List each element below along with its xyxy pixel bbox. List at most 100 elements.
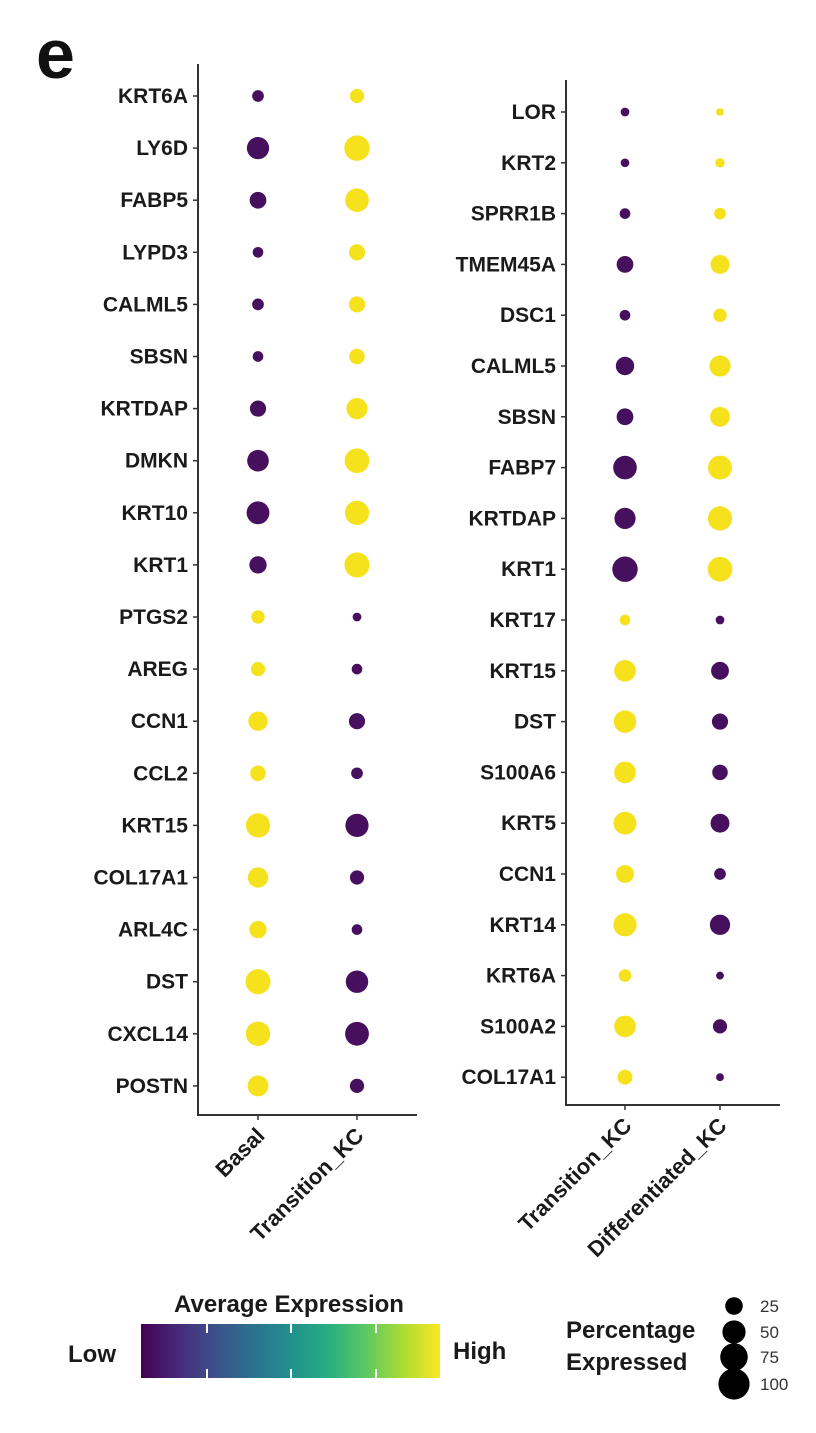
dot-CALML5-Transition_KC: [348, 296, 366, 313]
gene-label: DST: [146, 971, 188, 994]
dot-KRT1-Transition_KC: [612, 556, 638, 582]
dot-CALML5-Transition_KC: [615, 356, 635, 376]
gene-label: S100A6: [480, 761, 556, 784]
dot-TMEM45A-Transition_KC: [616, 256, 634, 273]
axis-lines: [197, 64, 417, 1116]
dot-COL17A1-Differentiated_KC: [716, 1073, 724, 1082]
gene-label: KRT1: [133, 554, 188, 577]
dot-SBSN-Basal: [252, 351, 264, 362]
dot-KRT1-Basal: [249, 556, 267, 574]
dot-CCN1-Transition_KC: [616, 865, 634, 883]
gene-label: LY6D: [136, 137, 188, 160]
dot-KRT2-Differentiated_KC: [715, 158, 725, 168]
dotplot-panel-2: LOR KRT2 SPRR1B TMEM45A DSC1 CALML5 SBSN FABP7 K…: [456, 80, 780, 1262]
gene-label: FABP7: [488, 457, 556, 480]
dot-LOR-Differentiated_KC: [716, 108, 724, 116]
gene-label: KRT6A: [486, 965, 556, 988]
dot-KRT14-Differentiated_KC: [709, 914, 731, 935]
gene-label: KRTDAP: [469, 507, 557, 530]
gene-label: S100A2: [480, 1015, 556, 1038]
dot-S100A2-Transition_KC: [614, 1015, 636, 1038]
size-legend-title-line1: Percentage: [566, 1317, 695, 1344]
dot-DST-Differentiated_KC: [711, 713, 729, 730]
dot-PTGS2-Basal: [251, 610, 265, 624]
gene-label: SBSN: [130, 346, 188, 369]
dot-CCL2-Basal: [250, 765, 266, 782]
dot-AREG-Basal: [250, 662, 266, 677]
dot-KRT10-Basal: [246, 501, 270, 525]
size-legend-keys: 25 50 75 100: [718, 1297, 788, 1400]
dot-DMKN-Transition_KC: [344, 448, 370, 474]
dot-SPRR1B-Differentiated_KC: [714, 207, 726, 220]
gene-label: KRT6A: [118, 85, 188, 108]
gene-label: PTGS2: [119, 606, 188, 629]
dot-COL17A1-Basal: [247, 867, 269, 888]
dot-FABP5-Transition_KC: [345, 188, 369, 213]
gene-label: CALML5: [103, 293, 188, 316]
gene-label: AREG: [127, 658, 188, 681]
dot-KRTDAP-Basal: [249, 400, 267, 417]
dot-CALML5-Basal: [252, 298, 264, 311]
gene-label: SPRR1B: [471, 203, 556, 226]
dot-COL17A1-Transition_KC: [617, 1069, 633, 1085]
dotplot-panels: KRT6A LY6D FABP5 LYPD3 CALML5 SBSN KRTDAP DMKN K…: [93, 64, 780, 1262]
gene-label: TMEM45A: [456, 253, 556, 276]
dot-FABP5-Basal: [249, 191, 267, 209]
dot-FABP7-Differentiated_KC: [708, 455, 732, 480]
dot-ARL4C-Basal: [249, 920, 267, 939]
size-key-dot: [718, 1368, 750, 1400]
dot-LY6D-Transition_KC: [344, 135, 370, 161]
size-key-label: 25: [760, 1297, 779, 1316]
dot-KRT10-Transition_KC: [344, 500, 370, 525]
color-legend-high-label: High: [453, 1338, 506, 1365]
dot-TMEM45A-Differentiated_KC: [710, 254, 730, 274]
dot-LY6D-Basal: [246, 136, 270, 160]
size-key-label: 75: [760, 1348, 779, 1367]
dot-DSC1-Transition_KC: [619, 309, 631, 321]
axis-lines: [565, 80, 780, 1106]
dot-SBSN-Transition_KC: [349, 348, 365, 365]
dot-KRTDAP-Differentiated_KC: [707, 506, 733, 531]
dot-FABP7-Transition_KC: [613, 455, 637, 480]
size-key-label: 50: [760, 1323, 779, 1342]
size-key-dot: [722, 1320, 746, 1344]
dot-KRT2-Transition_KC: [620, 158, 630, 168]
dot-KRT15-Basal: [245, 813, 271, 838]
color-legend-title: Average Expression: [174, 1291, 404, 1318]
gene-label: KRT10: [121, 502, 188, 525]
dot-SBSN-Transition_KC: [616, 408, 634, 426]
dot-LYPD3-Basal: [252, 246, 264, 258]
dot-S100A6-Transition_KC: [614, 761, 636, 784]
size-legend-title-line2: Expressed: [566, 1349, 687, 1376]
gene-label: KRT1: [501, 558, 556, 581]
gene-label: KRT15: [489, 660, 556, 683]
dot-COL17A1-Transition_KC: [349, 870, 365, 885]
gene-label: DST: [514, 711, 556, 734]
gene-label: CCN1: [499, 863, 556, 886]
dot-KRTDAP-Transition_KC: [346, 398, 368, 420]
dot-KRT6A-Transition_KC: [349, 88, 365, 104]
dot-CXCL14-Transition_KC: [345, 1021, 369, 1046]
gene-label: KRT2: [501, 152, 556, 175]
dot-CCN1-Transition_KC: [348, 713, 366, 730]
dot-KRT6A-Differentiated_KC: [716, 971, 724, 980]
gene-label: FABP5: [120, 189, 188, 212]
size-key-label: 100: [760, 1375, 788, 1394]
dot-CXCL14-Basal: [245, 1021, 271, 1046]
gene-label: COL17A1: [93, 867, 188, 890]
dot-PTGS2-Transition_KC: [352, 612, 362, 622]
dot-DST-Basal: [245, 969, 271, 995]
color-legend-ticks: [206, 1324, 377, 1378]
size-key-dot: [725, 1297, 743, 1315]
dot-ARL4C-Transition_KC: [351, 924, 363, 935]
gene-label: DMKN: [125, 450, 188, 473]
gene-label: CCL2: [133, 762, 188, 785]
dot-LYPD3-Transition_KC: [348, 244, 366, 261]
dot-KRT17-Transition_KC: [619, 614, 631, 626]
gene-label: SBSN: [498, 406, 556, 429]
gene-label: LOR: [512, 101, 556, 124]
dot-CALML5-Differentiated_KC: [709, 355, 731, 377]
gene-label: CXCL14: [107, 1023, 188, 1046]
dot-KRT17-Differentiated_KC: [715, 615, 725, 625]
dot-POSTN-Transition_KC: [349, 1078, 365, 1093]
